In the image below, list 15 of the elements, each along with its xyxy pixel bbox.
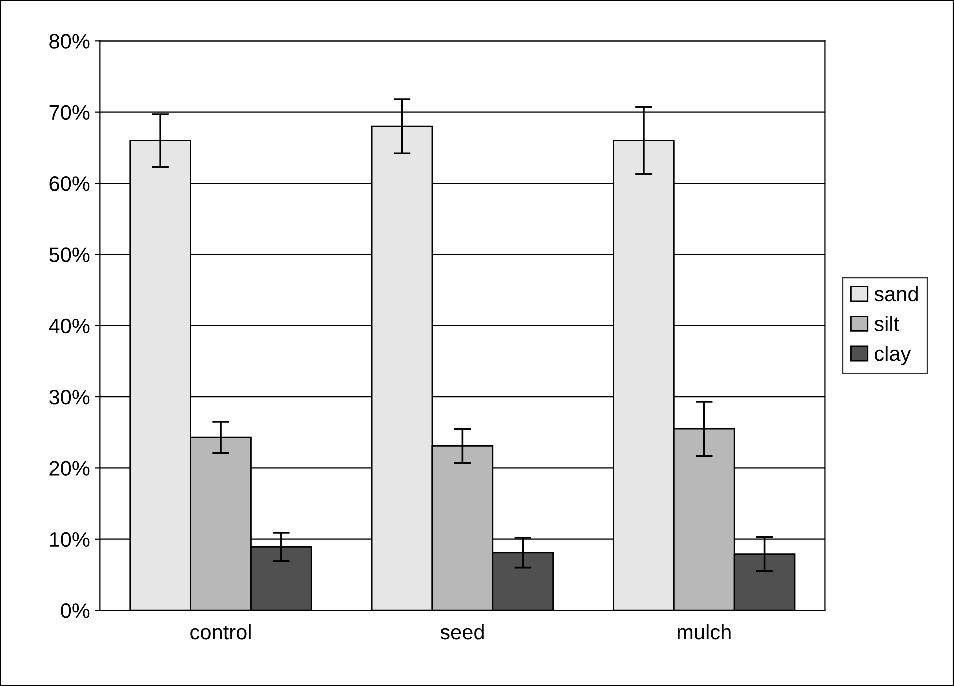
y-tick-label: 30% <box>50 390 90 405</box>
legend-label: silt <box>874 316 900 332</box>
y-tick-label: 0% <box>61 604 90 618</box>
y-tick-label: 50% <box>50 248 90 262</box>
y-tick-label: 20% <box>50 461 90 476</box>
x-tick-label: control <box>190 624 251 640</box>
y-tick-label: 80% <box>50 34 90 49</box>
legend-label: sand <box>874 286 918 302</box>
y-tick-label: 40% <box>49 318 90 334</box>
y-tick-label: 70% <box>50 105 90 120</box>
x-tick-label: seed <box>440 624 484 640</box>
y-tick-label: 10% <box>50 532 90 548</box>
x-tick-label: mulch <box>678 624 731 640</box>
legend-label: clay <box>875 346 912 366</box>
y-tick-label: 60% <box>50 176 90 192</box>
